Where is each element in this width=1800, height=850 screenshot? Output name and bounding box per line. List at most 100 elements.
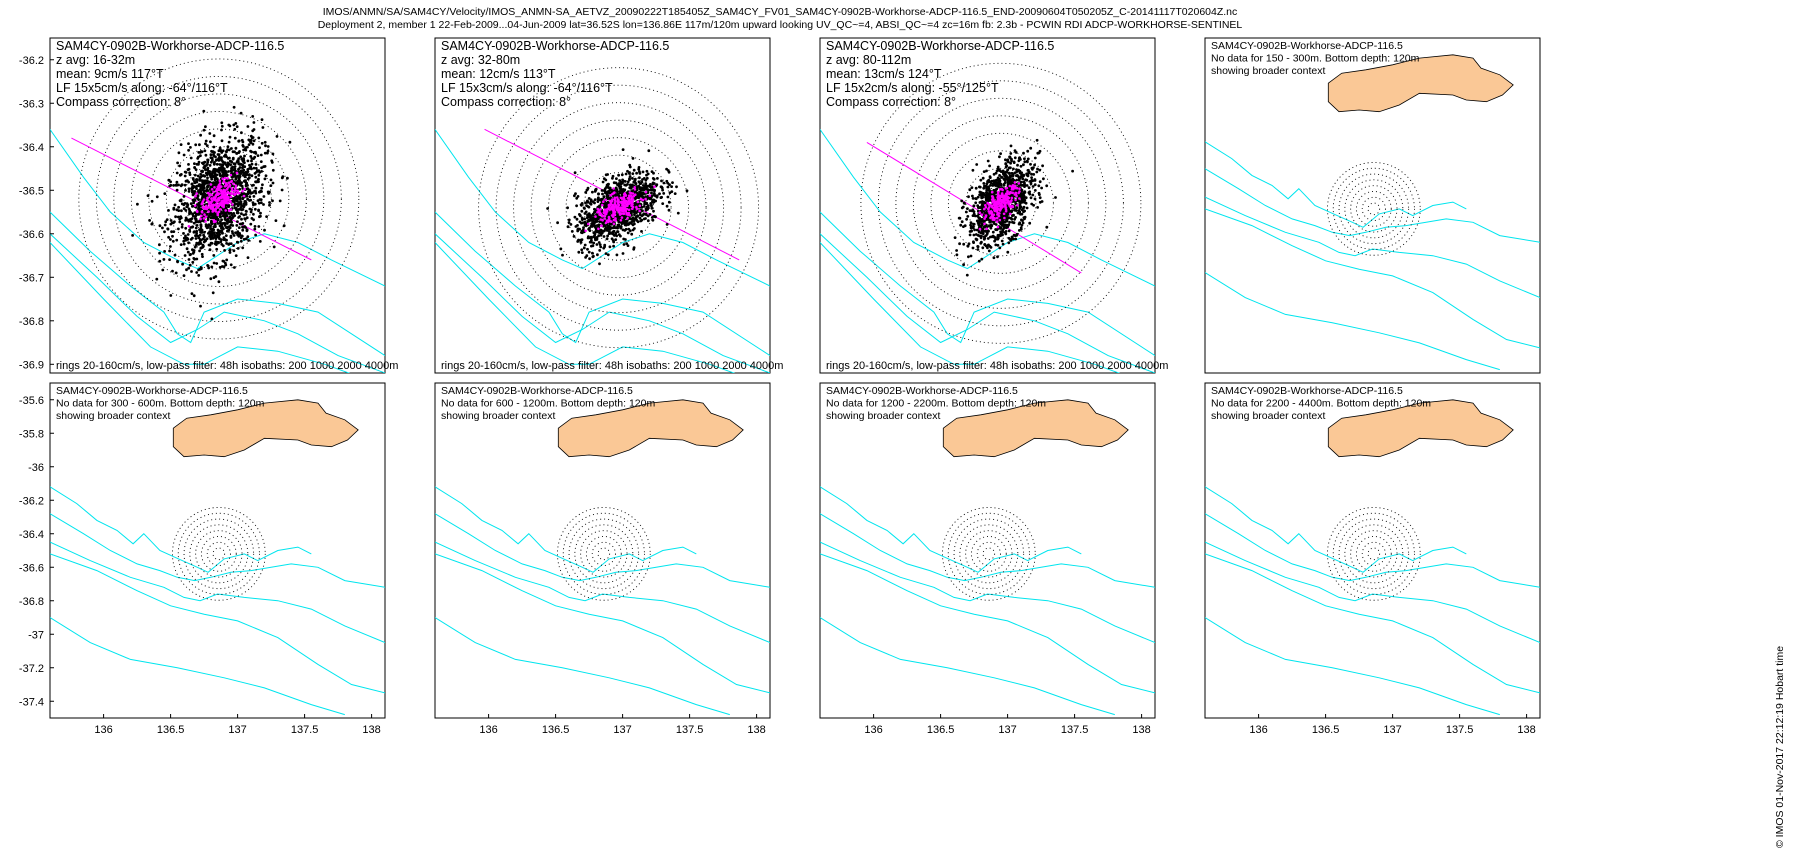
low-pass-point <box>216 193 220 196</box>
panel-annotation-text-1: SAM4CY-0902B-Workhorse-ADCP-116.5 <box>826 385 1018 397</box>
low-pass-point <box>1004 206 1008 209</box>
speed-ring-7 <box>95 76 342 322</box>
raw-point <box>260 170 263 173</box>
raw-point <box>206 264 210 267</box>
raw-point <box>182 274 186 277</box>
panel-annotation-text-2: No data for 2200 - 4400m. Bottom depth: … <box>1211 398 1431 410</box>
raw-point <box>1037 191 1041 195</box>
speed-ring-7 <box>1332 167 1415 250</box>
low-pass-point <box>633 186 636 189</box>
raw-point <box>577 250 581 254</box>
low-pass-point <box>630 204 633 208</box>
low-pass-point <box>584 229 587 233</box>
raw-point <box>967 255 970 259</box>
raw-point <box>624 172 628 176</box>
raw-point <box>676 211 680 215</box>
panel-annotation-text-3: mean: 12cm/s 113°T <box>441 67 556 81</box>
low-pass-point <box>641 198 645 202</box>
raw-point <box>622 243 626 246</box>
raw-point <box>236 210 239 214</box>
raw-point <box>199 192 203 196</box>
raw-point <box>576 224 579 227</box>
raw-point <box>971 246 975 250</box>
low-pass-point <box>996 200 999 203</box>
raw-point <box>996 243 1000 247</box>
isobath-line-4 <box>820 242 1121 373</box>
raw-point <box>171 234 174 238</box>
plot-area <box>435 399 770 716</box>
raw-point <box>209 153 213 157</box>
raw-point <box>986 237 990 240</box>
panel-annotation-text-5: Compass correction: 8° <box>56 95 186 109</box>
low-pass-point <box>236 189 239 193</box>
low-pass-point <box>224 209 227 212</box>
raw-point <box>253 227 257 231</box>
raw-point <box>1016 174 1019 177</box>
raw-point <box>236 159 240 163</box>
low-pass-point <box>621 202 625 206</box>
raw-point <box>1041 164 1044 168</box>
raw-point <box>233 136 237 140</box>
low-pass-point <box>992 200 995 203</box>
low-pass-point <box>978 227 982 231</box>
raw-point <box>239 111 243 115</box>
raw-point <box>972 222 976 226</box>
raw-point <box>199 133 203 137</box>
raw-point <box>1015 182 1018 186</box>
raw-point <box>202 180 206 184</box>
raw-point <box>226 218 230 221</box>
raw-point <box>194 143 198 147</box>
x-tick-label: 137 <box>228 724 246 736</box>
raw-point <box>638 194 642 198</box>
raw-point <box>982 209 986 213</box>
low-pass-point <box>199 217 202 221</box>
speed-ring-4 <box>580 530 628 578</box>
low-pass-point <box>215 189 218 192</box>
raw-point <box>201 162 205 166</box>
raw-point <box>971 168 975 172</box>
speed-ring-4 <box>965 530 1013 578</box>
speed-ring-8 <box>556 506 651 601</box>
low-pass-point <box>598 213 601 216</box>
raw-point <box>1018 229 1021 232</box>
raw-point <box>984 194 988 197</box>
raw-point <box>184 189 187 192</box>
raw-point <box>247 239 251 242</box>
raw-point <box>168 258 172 261</box>
low-pass-point <box>1008 191 1012 194</box>
raw-point <box>955 253 959 257</box>
raw-point <box>575 204 578 208</box>
raw-point <box>196 220 200 224</box>
panel-annotation-text-1: SAM4CY-0902B-Workhorse-ADCP-116.5 <box>826 39 1054 53</box>
low-pass-point <box>998 218 1002 222</box>
raw-point <box>1012 213 1015 217</box>
raw-point <box>1028 221 1032 225</box>
raw-point <box>609 226 612 229</box>
panel-2: rings 20-160cm/s, low-pass filter: 48h i… <box>434 37 783 374</box>
raw-point <box>274 219 278 223</box>
raw-point <box>259 198 263 202</box>
low-pass-points <box>978 181 1021 231</box>
raw-point <box>985 169 988 173</box>
raw-point <box>1004 230 1008 233</box>
raw-point <box>220 165 224 169</box>
raw-point <box>629 217 632 221</box>
low-pass-point <box>226 201 230 205</box>
raw-point <box>270 161 274 164</box>
raw-point <box>193 198 197 202</box>
low-pass-point <box>635 207 639 211</box>
low-pass-point <box>602 200 605 203</box>
raw-point <box>586 199 589 203</box>
raw-point <box>592 235 595 239</box>
raw-point <box>982 192 985 195</box>
raw-point <box>272 245 276 249</box>
speed-ring-1 <box>982 185 1019 222</box>
low-pass-point <box>999 194 1002 198</box>
raw-point <box>1022 151 1025 155</box>
raw-point <box>598 262 601 266</box>
raw-point <box>204 153 208 157</box>
raw-point <box>614 186 618 190</box>
raw-point <box>1000 216 1003 220</box>
raw-point <box>232 212 236 215</box>
raw-point <box>606 194 609 198</box>
